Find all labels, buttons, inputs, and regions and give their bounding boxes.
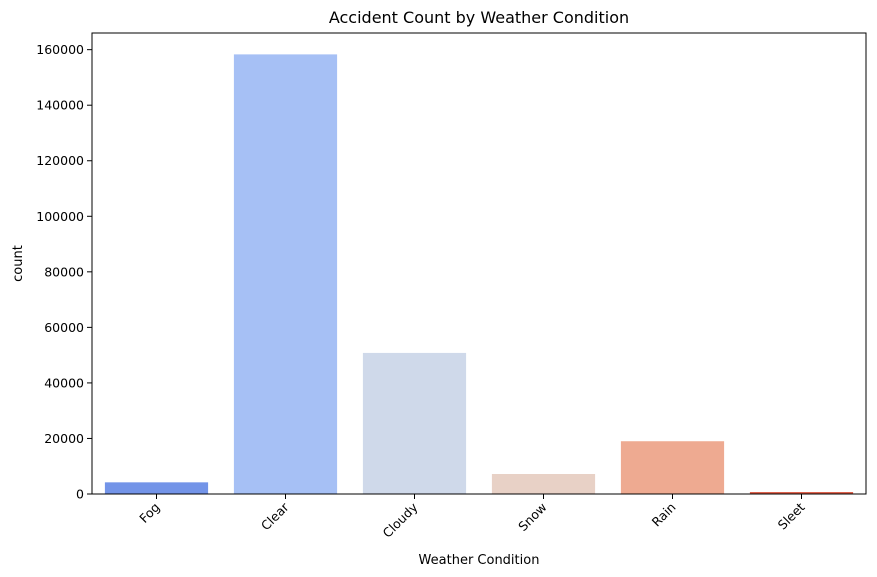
bar-fog [104, 482, 209, 494]
x-tick-label-snow: Snow [515, 500, 549, 534]
x-tick-label-cloudy: Cloudy [380, 499, 422, 541]
y-tick-label: 120000 [36, 153, 84, 168]
y-tick-label: 80000 [44, 264, 84, 279]
x-tick-label-fog: Fog [136, 500, 162, 526]
y-tick-label: 140000 [36, 98, 84, 113]
y-tick-label: 60000 [44, 320, 84, 335]
x-axis-label: Weather Condition [419, 553, 540, 568]
y-tick-label: 160000 [36, 42, 84, 57]
bar-sleet [749, 492, 854, 494]
plot-frame [91, 32, 867, 495]
y-tick-label: 20000 [44, 431, 84, 446]
x-tick-label-clear: Clear [258, 499, 292, 533]
bars-group [104, 54, 854, 494]
y-tick-label: 0 [76, 487, 84, 502]
x-axis: Fog Clear Cloudy Snow Rain Sleet [136, 494, 808, 541]
chart-title: Accident Count by Weather Condition [329, 8, 629, 27]
x-tick-label-sleet: Sleet [775, 499, 808, 532]
bar-rain [620, 441, 725, 494]
bar-snow [491, 474, 596, 494]
y-tick-label: 40000 [44, 375, 84, 390]
bar-clear [233, 54, 338, 494]
y-axis: 0 20000 40000 60000 80000 100000 120000 140000 1… [36, 42, 92, 502]
x-tick-label-rain: Rain [649, 500, 679, 530]
bar-cloudy [362, 352, 467, 494]
y-tick-label: 100000 [36, 209, 84, 224]
y-axis-label: count [11, 245, 26, 282]
